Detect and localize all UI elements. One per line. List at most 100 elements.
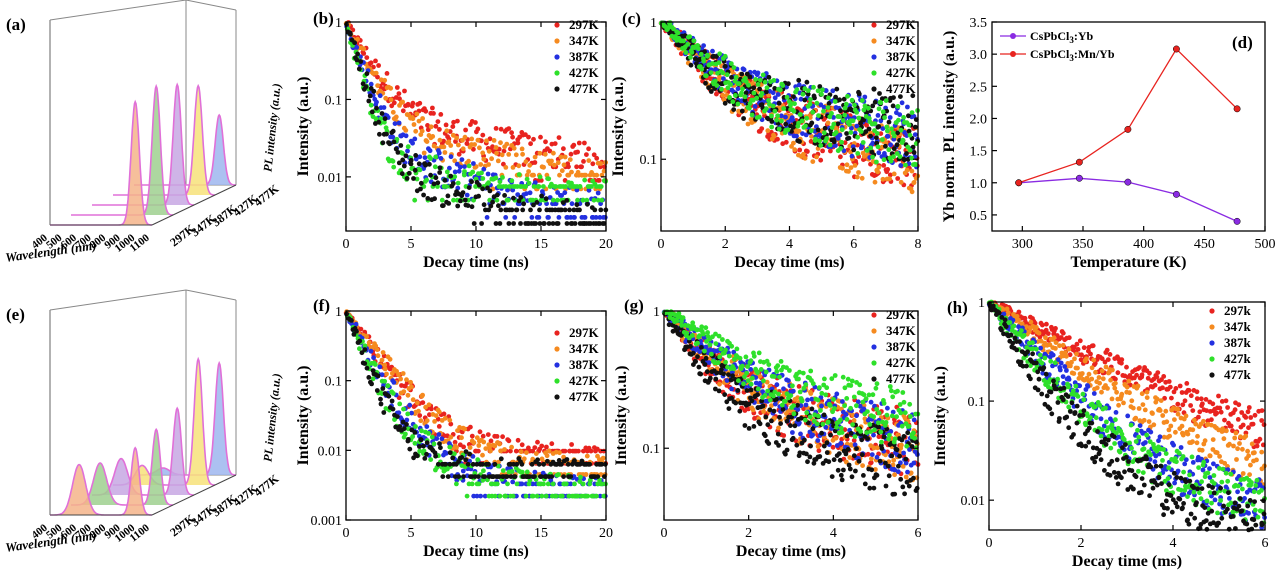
- data-point: [566, 493, 572, 499]
- data-point: [835, 121, 841, 127]
- y-tick-label: 0.01: [318, 171, 343, 186]
- data-point: [594, 493, 599, 499]
- data-point: [822, 376, 827, 382]
- data-point: [848, 430, 854, 436]
- data-point: [545, 458, 550, 464]
- data-point: [708, 70, 714, 75]
- data-point: [839, 477, 845, 483]
- data-point: [519, 442, 525, 448]
- data-point: [796, 77, 802, 83]
- data-point: [399, 171, 405, 177]
- y-axis-label: Intensity (a.u.): [295, 76, 312, 176]
- data-point: [536, 215, 542, 220]
- panel-label: (c): [622, 9, 641, 28]
- data-point: [831, 457, 837, 463]
- data-point: [550, 221, 556, 226]
- data-point: [470, 169, 476, 175]
- data-point: [745, 121, 751, 127]
- data-point: [446, 139, 452, 145]
- data-point: [433, 413, 439, 419]
- data-point: [838, 425, 844, 431]
- data-point: [726, 372, 731, 377]
- data-point: [1232, 407, 1238, 413]
- data-point: [557, 172, 562, 178]
- data-point: [426, 431, 431, 436]
- data-point: [476, 481, 482, 487]
- data-point: [534, 493, 540, 499]
- data-point: [834, 424, 839, 430]
- data-point: [395, 414, 400, 419]
- data-point: [596, 178, 602, 183]
- data-point: [875, 113, 881, 118]
- data-point: [412, 197, 418, 203]
- data-point: [854, 446, 859, 451]
- top-right-edge: [185, 0, 237, 11]
- data-point: [765, 388, 770, 394]
- data-point: [794, 442, 800, 448]
- data-point: [509, 207, 515, 213]
- data-point: [697, 56, 703, 62]
- data-point: [559, 193, 564, 198]
- data-point: [770, 103, 776, 109]
- data-point: [371, 88, 377, 94]
- data-point: [724, 72, 730, 78]
- data-point: [559, 493, 565, 499]
- data-point: [1257, 436, 1263, 442]
- data-point: [885, 167, 891, 172]
- data-point: [594, 172, 600, 178]
- data-point: [417, 100, 423, 106]
- data-point: [827, 403, 833, 408]
- data-point: [390, 158, 396, 164]
- data-point: [348, 32, 353, 37]
- data-point: [884, 412, 890, 418]
- data-point: [437, 137, 443, 143]
- data-point: [1259, 408, 1265, 413]
- data-point: [767, 407, 773, 413]
- data-point: [387, 356, 393, 362]
- data-point: [530, 481, 536, 487]
- data-point: [461, 172, 467, 178]
- data-point: [454, 445, 459, 450]
- data-point: [796, 120, 801, 126]
- data-point: [514, 481, 520, 487]
- data-point: [745, 364, 750, 369]
- data-point: [820, 87, 825, 93]
- data-point: [435, 180, 441, 186]
- data-point: [899, 442, 904, 448]
- data-point: [776, 443, 781, 448]
- data-point: [1209, 417, 1214, 423]
- data-point: [486, 180, 491, 186]
- data-point: [688, 62, 694, 68]
- data-point: [862, 103, 868, 109]
- data-point: [837, 457, 843, 463]
- data-point: [791, 140, 796, 146]
- data-point: [739, 71, 745, 77]
- data-point: [801, 151, 806, 157]
- data-point: [561, 162, 567, 168]
- data-point: [572, 481, 577, 487]
- panel-label: (e): [6, 305, 25, 324]
- y-tick-label: 1.5: [970, 145, 988, 160]
- data-point: [486, 162, 491, 167]
- data-point: [742, 97, 748, 103]
- spectrum-fill: [50, 447, 152, 515]
- data-point: [479, 221, 484, 226]
- data-point: [870, 154, 875, 160]
- data-point: [448, 434, 454, 440]
- data-point: [1074, 341, 1080, 347]
- data-point: [498, 140, 503, 146]
- data-point: [600, 455, 606, 461]
- data-point: [538, 134, 543, 140]
- data-point: [428, 156, 433, 161]
- data-point: [493, 175, 499, 181]
- data-point: [1188, 403, 1193, 408]
- data-point: [583, 172, 589, 178]
- data-point: [511, 195, 516, 201]
- data-point: [582, 215, 588, 220]
- data-point: [873, 467, 878, 472]
- data-point: [381, 105, 387, 110]
- data-point: [748, 358, 754, 364]
- data-point: [404, 176, 410, 181]
- data-point: [781, 438, 786, 444]
